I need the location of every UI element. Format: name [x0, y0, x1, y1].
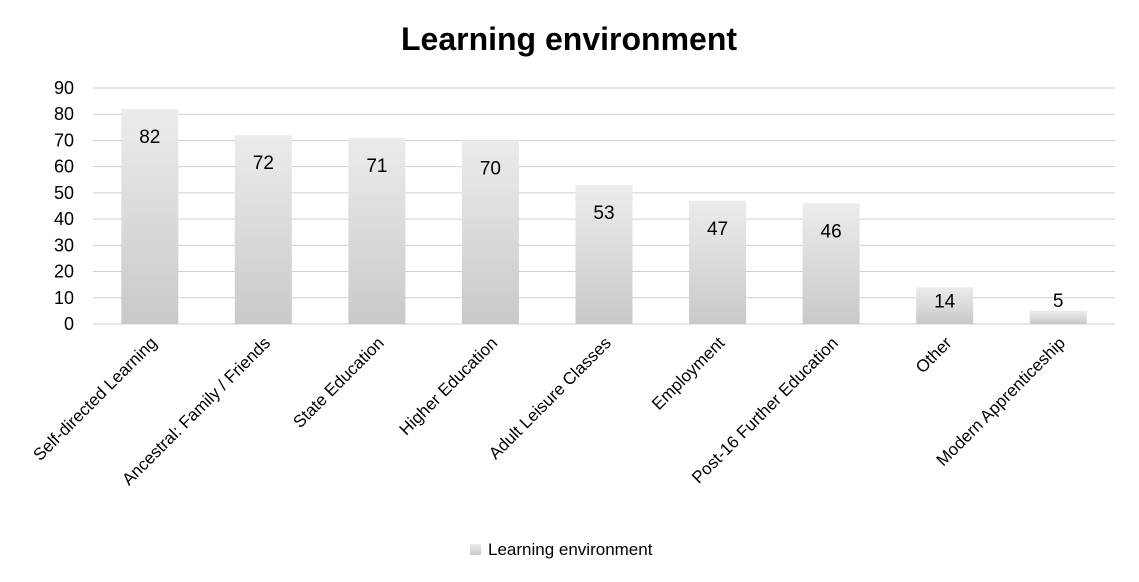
bar [1029, 310, 1087, 324]
bars [121, 108, 1087, 324]
y-tick-label: 50 [54, 183, 74, 203]
x-category-label: Other [912, 333, 956, 377]
y-tick-label: 70 [54, 130, 74, 150]
data-label: 71 [366, 156, 387, 177]
bar [575, 185, 633, 324]
data-label: 14 [934, 291, 956, 312]
data-label: 46 [821, 221, 842, 242]
y-tick-label: 90 [54, 78, 74, 98]
data-label: 82 [139, 127, 160, 148]
chart-title: Learning environment [401, 21, 737, 57]
data-label: 53 [593, 203, 614, 224]
y-tick-label: 80 [54, 104, 74, 124]
y-axis-ticks: 0 10 20 30 40 50 60 70 80 90 [54, 78, 74, 334]
data-labels: 82 72 71 70 53 47 46 14 5 [139, 127, 1063, 312]
data-label: 5 [1053, 291, 1064, 312]
bar [234, 135, 292, 324]
y-tick-label: 20 [54, 262, 74, 282]
legend-label: Learning environment [488, 540, 653, 559]
x-category-label: Adult Leisure Classes [485, 333, 615, 463]
x-category-label: Modern Apprenticeship [933, 333, 1069, 469]
y-tick-label: 30 [54, 235, 74, 255]
x-category-label: Employment [648, 333, 728, 413]
y-tick-label: 60 [54, 157, 74, 177]
x-category-label: Higher Education [396, 333, 502, 439]
bar [348, 137, 406, 324]
y-tick-label: 10 [54, 288, 74, 308]
bar [461, 140, 519, 324]
legend-swatch [470, 544, 481, 555]
data-label: 47 [707, 219, 728, 240]
bar [916, 287, 974, 324]
x-category-label: Self-directed Learning [30, 333, 161, 464]
x-category-label: State Education [289, 333, 387, 431]
legend: Learning environment [470, 540, 653, 559]
data-label: 70 [480, 158, 501, 179]
y-tick-label: 40 [54, 209, 74, 229]
bar [121, 108, 179, 324]
data-label: 72 [253, 153, 274, 174]
bar [802, 203, 860, 324]
bar [689, 200, 747, 324]
y-tick-label: 0 [64, 314, 74, 334]
